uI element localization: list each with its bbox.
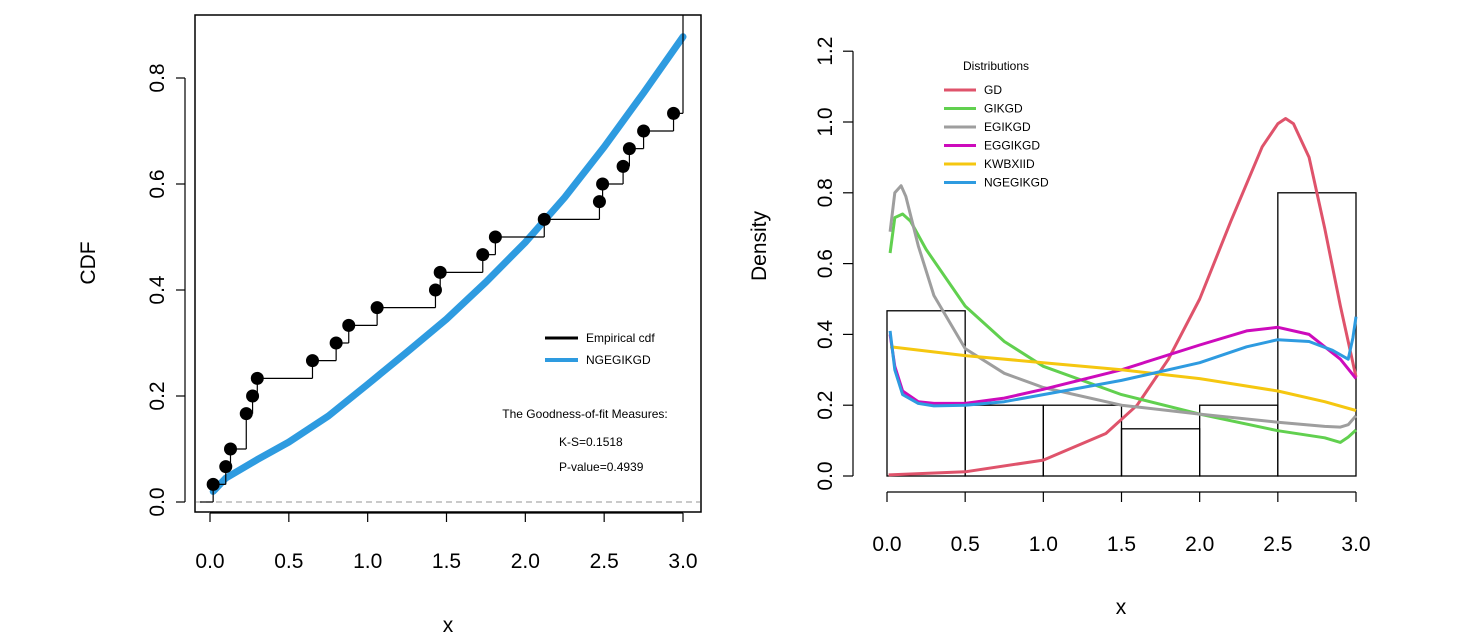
density-curve-gikgd <box>888 212 1358 444</box>
cdf-empirical-point <box>239 407 253 421</box>
cdf-empirical-point <box>305 354 319 368</box>
cdf-y-axis: 0.0 0.2 0.4 0.6 0.8 <box>146 63 186 517</box>
cdf-empirical-point <box>488 230 502 244</box>
cdf-legend-label-fit: NGEGIKGD <box>586 353 651 367</box>
gof-annotation: The Goodness-of-fit Measures: K-S=0.1518… <box>502 407 667 474</box>
cdf-empirical-point <box>476 248 490 262</box>
density-histogram <box>886 192 1357 477</box>
density-x-tick-label: 2.0 <box>1185 533 1214 556</box>
density-y-tick-label: 0.2 <box>814 391 837 420</box>
density-y-axis-label: Density <box>748 210 771 281</box>
density-curve-egikgd <box>888 184 1358 429</box>
gof-pvalue: P-value=0.4939 <box>559 460 644 474</box>
density-x-tick-label: 3.0 <box>1341 533 1370 556</box>
density-legend-label-kwbxiid: KWBXIID <box>984 157 1035 171</box>
histogram-bar <box>1042 404 1123 477</box>
density-legend-label-gd: GD <box>984 83 1002 97</box>
density-curve-gd <box>888 117 1358 477</box>
cdf-y-tick-label: 0.8 <box>146 63 169 92</box>
density-curve-kwbxiid <box>889 345 1357 412</box>
density-legend-label-ngegikgd: NGEGIKGD <box>984 176 1049 190</box>
density-y-tick-label: 0.0 <box>814 461 837 490</box>
cdf-plot-area <box>196 15 700 503</box>
density-curve-ngegikgd <box>888 316 1358 408</box>
cdf-empirical-point <box>637 124 651 138</box>
cdf-y-tick-label: 0.0 <box>146 487 169 516</box>
cdf-empirical-point <box>622 142 636 156</box>
density-y-tick-label: 0.4 <box>814 319 837 349</box>
density-y-tick-label: 1.2 <box>814 37 837 66</box>
density-legend-label-egikgd: EGIKGD <box>984 120 1031 134</box>
cdf-x-tick-label: 0.0 <box>195 550 224 573</box>
density-x-tick-label: 2.5 <box>1263 533 1292 556</box>
cdf-empirical-point <box>667 106 681 120</box>
histogram-bar <box>1120 428 1201 477</box>
density-legend-label-gikgd: GIKGD <box>984 102 1023 116</box>
cdf-empirical-point <box>223 442 237 456</box>
cdf-y-tick-label: 0.4 <box>146 275 169 305</box>
gof-ks: K-S=0.1518 <box>559 435 623 449</box>
cdf-empirical-point <box>537 212 551 226</box>
cdf-plot-box <box>194 14 702 513</box>
gof-title: The Goodness-of-fit Measures: <box>502 407 667 421</box>
cdf-empirical-point <box>616 159 630 173</box>
density-legend-title: Distributions <box>963 59 1029 73</box>
density-x-axis: 0.0 0.5 1.0 1.5 2.0 2.5 3.0 <box>872 491 1371 556</box>
density-y-axis: 0.0 0.2 0.4 0.6 0.8 1.0 1.2 <box>814 37 854 491</box>
density-y-tick-label: 1.0 <box>814 107 837 136</box>
cdf-x-tick-label: 0.5 <box>274 550 303 573</box>
cdf-empirical-point <box>206 477 220 491</box>
cdf-y-tick-label: 0.6 <box>146 169 169 198</box>
density-curves <box>888 117 1358 477</box>
cdf-panel: 0.0 0.5 1.0 1.5 2.0 2.5 3.0 0.00.20.40.60.8 x … <box>77 14 702 636</box>
cdf-x-axis: 0.0 0.5 1.0 1.5 2.0 2.5 3.0 <box>195 512 698 573</box>
cdf-empirical-point <box>246 389 260 403</box>
density-panel: 0.0 0.5 1.0 1.5 2.0 2.5 3.0 0.0 0.2 0.4 0.6 0.8 1.0… <box>748 37 1371 619</box>
cdf-x-tick-label: 1.5 <box>432 550 461 573</box>
density-x-tick-label: 1.5 <box>1107 533 1136 556</box>
density-x-tick-label: 0.0 <box>872 533 901 556</box>
cdf-empirical-point <box>342 318 356 332</box>
cdf-empirical-point <box>329 336 343 350</box>
cdf-x-axis-label: x <box>443 614 454 636</box>
density-y-tick-label: 0.6 <box>814 249 837 278</box>
cdf-empirical-point <box>428 283 442 297</box>
cdf-legend: Empirical cdf NGEGIKGD <box>545 331 655 367</box>
cdf-empirical-point <box>592 195 606 209</box>
cdf-empirical-point <box>370 301 384 315</box>
cdf-empirical-point <box>433 265 447 279</box>
density-y-tick-label: 0.8 <box>814 178 837 207</box>
histogram-bar <box>886 310 966 477</box>
cdf-legend-label-empirical: Empirical cdf <box>586 331 655 345</box>
cdf-empirical-point <box>250 371 264 385</box>
density-legend-label-eggikgd: EGGIKGD <box>984 139 1040 153</box>
cdf-x-tick-label: 2.5 <box>590 550 619 573</box>
density-x-tick-label: 1.0 <box>1029 533 1058 556</box>
cdf-fitted-curve <box>209 33 687 495</box>
cdf-y-axis-label: CDF <box>77 241 100 284</box>
density-legend: Distributions GD GIKGD EGIKGD EGGIKGD KWBXII… <box>944 59 1049 190</box>
cdf-x-tick-label: 3.0 <box>668 550 697 573</box>
density-curve-eggikgd <box>888 325 1358 405</box>
cdf-y-tick-label: 0.2 <box>146 381 169 410</box>
cdf-empirical-point <box>219 460 233 474</box>
density-x-axis-label: x <box>1116 596 1127 619</box>
cdf-x-tick-label: 1.0 <box>353 550 382 573</box>
cdf-x-tick-label: 2.0 <box>511 550 540 573</box>
density-x-tick-label: 0.5 <box>951 533 980 556</box>
cdf-empirical-point <box>596 177 610 191</box>
